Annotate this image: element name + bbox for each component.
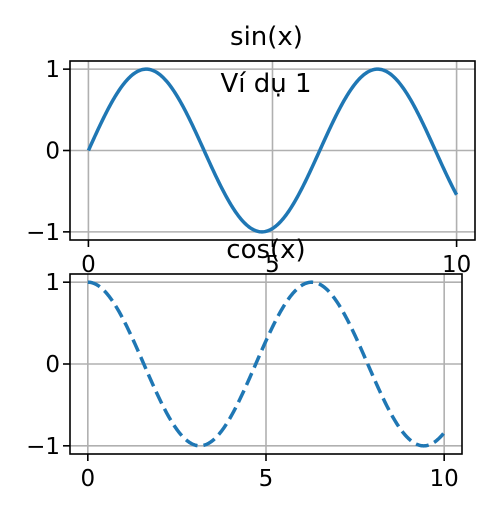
cos-xtick-label-5: 5 xyxy=(259,466,274,492)
sin-ytick-label-0: 1 xyxy=(45,57,60,83)
figure-suptitle: Ví dụ 1 xyxy=(220,69,311,99)
sin-ytick-label-1: 0 xyxy=(45,139,60,165)
cos-ytick-label-1: 0 xyxy=(45,352,60,378)
cos-xtick-label-10: 10 xyxy=(430,466,459,492)
cos-line xyxy=(87,280,446,448)
sin-grid xyxy=(70,61,475,240)
cos-ytick-label-2: −1 xyxy=(26,434,60,460)
sin-title: sin(x) xyxy=(230,22,303,52)
sin-line xyxy=(86,67,459,234)
sin-xtick-label-0: 0 xyxy=(81,252,96,278)
sin-xtick-label-5: 5 xyxy=(265,252,280,278)
cos-title: cos(x) xyxy=(226,235,305,265)
cos-ytick-label-0: 1 xyxy=(45,270,60,296)
cos-xtick-label-0: 0 xyxy=(80,466,95,492)
sin-ytick-label-2: −1 xyxy=(26,220,60,246)
cos-grid xyxy=(70,274,462,454)
